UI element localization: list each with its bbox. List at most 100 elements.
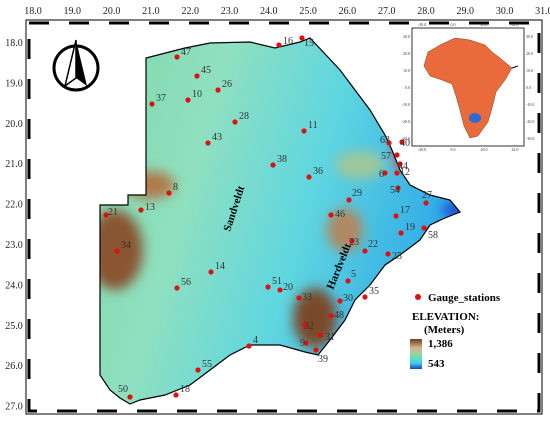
gauge-station [394,170,400,176]
x-tick-label: 21.0 [142,6,160,17]
station-label: 51 [272,276,282,287]
x-tick-label: 19.0 [64,6,82,17]
station-label: 63 [380,135,390,146]
inset-x-label: 20.0 [481,22,488,27]
gauge-station [301,128,307,134]
gauge-station [346,197,352,203]
gauge-station [399,139,405,145]
inset-y-label: -30.0 [526,136,534,141]
gauge-station [349,238,355,244]
station-label: 27 [422,190,432,201]
inset-y-label: 30.0 [403,34,410,39]
y-tick-label: 19.0 [5,78,23,89]
gauge-station [277,287,283,293]
elevation-units: (Meters) [424,324,465,336]
station-label: 15 [304,38,314,49]
gauge-station [303,340,309,346]
gauge-station [194,73,200,79]
legend-marker [415,294,421,300]
gauge-station [423,200,429,206]
station-label: 9 [300,338,305,349]
x-tick-label: 30.0 [496,6,514,17]
station-label: 19 [405,222,415,233]
station-label: 32 [304,321,314,332]
gauge-station [328,313,334,319]
gauge-station [246,343,252,349]
gauge-station [208,269,214,275]
station-label: 17 [400,205,410,216]
station-label: 50 [118,384,128,395]
gauge-station [317,332,323,338]
station-label: 47 [181,47,191,58]
x-tick-label: 27.0 [378,6,396,17]
station-label: 56 [181,277,191,288]
elevation-bar [410,339,422,369]
gauge-station [306,174,312,180]
x-tick-label: 29.0 [457,6,475,17]
gauge-station [149,101,155,107]
y-tick-label: 21.0 [5,159,23,170]
elevation-max: 1,386 [428,338,453,350]
station-label: 11 [308,120,318,131]
gauge-station [114,248,120,254]
gauge-station [393,213,399,219]
x-tick-label: 23.0 [221,6,239,17]
inset-y-label: -10.0 [526,102,534,107]
x-tick-label: 26.0 [339,6,357,17]
inset-x-label: 20.0 [481,147,488,152]
station-label: 26 [222,79,232,90]
elevation-min: 543 [428,358,445,370]
gauge-station [345,278,351,284]
station-label: 45 [201,65,211,76]
station-label: 33 [302,292,312,303]
station-label: 13 [145,202,155,213]
gauge-station [276,42,282,48]
station-label: 36 [313,166,323,177]
station-label: 39 [318,354,328,365]
station-label: 18 [180,384,190,395]
inset-x-label: 0.0 [451,22,456,27]
gauge-station [103,212,109,218]
gauge-station [394,152,400,158]
station-label: 4 [253,335,258,346]
y-tick-label: 24.0 [5,280,23,291]
gauge-station [174,285,180,291]
gauge-station [337,298,343,304]
inset-y-label: -30.0 [402,136,410,141]
station-label: 55 [202,359,212,370]
x-tick-label: 31.0 [535,6,550,17]
gauge-station [302,322,308,328]
gauge-station [270,162,276,168]
gauge-station [127,394,133,400]
station-label: 31 [325,332,335,343]
inset-x-label: 0.0 [451,147,456,152]
station-label: 20 [283,282,293,293]
y-tick-label: 22.0 [5,200,23,211]
station-label: 34 [121,240,131,251]
inset-y-label: 0.0 [405,85,410,90]
inset-y-label: 0.0 [526,85,531,90]
station-label: 37 [156,93,166,104]
station-label: 5 [351,269,356,280]
station-label: 57 [381,151,391,162]
x-tick-label: 24.0 [260,6,278,17]
legend-label: Gauge_stations [428,292,501,304]
station-label: 35 [369,286,379,297]
gauge-station [138,207,144,213]
inset-y-label: -10.0 [402,102,410,107]
gauge-station [382,170,388,176]
inset-y-label: 30.0 [526,34,533,39]
y-tick-label: 23.0 [5,240,23,251]
y-tick-label: 26.0 [5,361,23,372]
station-label: 58 [428,230,438,241]
station-label: 30 [343,293,353,304]
gauge-station [174,54,180,60]
station-label: 40 [400,138,410,149]
station-label: 28 [239,111,249,122]
gauge-station [299,35,305,41]
y-tick-label: 25.0 [5,321,23,332]
inset-y-label: 10.0 [526,68,533,73]
station-label: 12 [400,167,410,178]
station-label: 16 [283,36,293,47]
inset-x-label: 42.0 [512,22,519,27]
